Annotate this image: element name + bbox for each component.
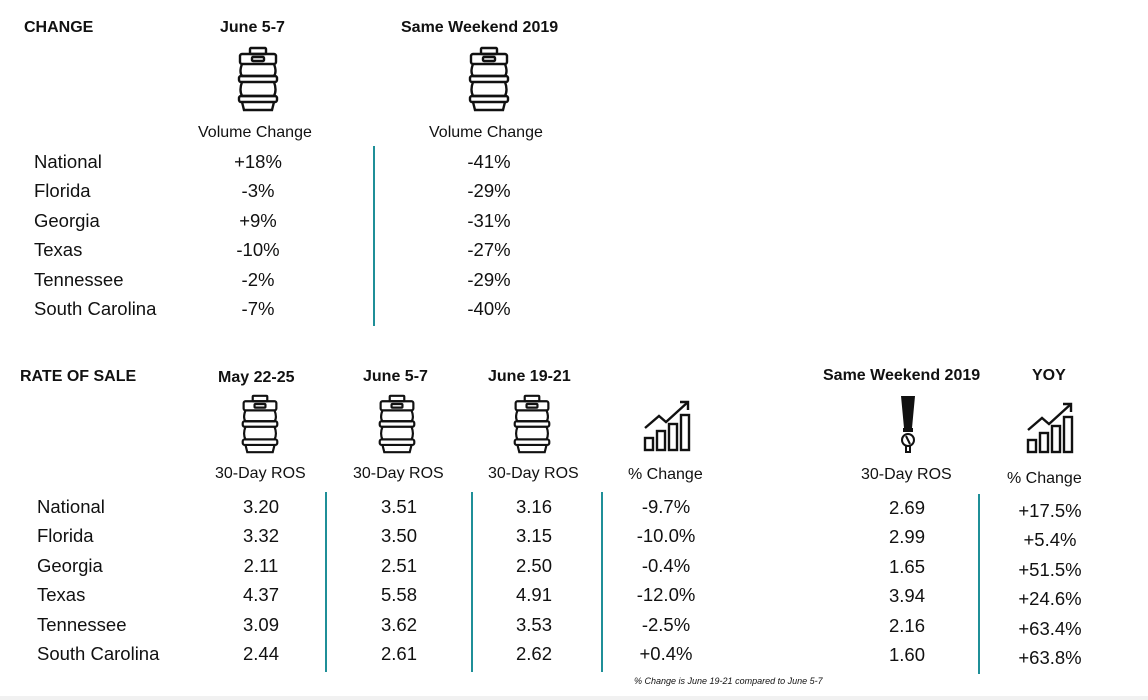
change-value-cell: -27% (467, 239, 511, 261)
ros-value-cell: 2.11 (243, 554, 279, 576)
ros-value-cell: +51.5% (1018, 558, 1082, 580)
keg-icon (378, 394, 416, 454)
change-value-cell: -29% (467, 268, 511, 290)
state-label: Texas (37, 584, 86, 606)
ros-value-cell: 1.65 (888, 555, 925, 577)
ros-section-title: RATE OF SALE (20, 368, 137, 385)
ros-value-cell: 3.51 (380, 496, 417, 517)
change-value-cell: -40% (467, 298, 511, 319)
ros-value-cell: 3.15 (515, 525, 552, 547)
ros-value-cell: 5.58 (380, 584, 417, 606)
ros-value-cell: 3.16 (515, 496, 552, 517)
state-label: Tennessee (37, 613, 127, 635)
ros-subheader-pct-change: % Change (628, 466, 703, 483)
ros-value-cell: 2.51 (380, 554, 417, 576)
ros-subheader-june-5-7: 30-Day ROS (353, 465, 444, 482)
ros-col-header-may-22-25: May 22-25 (218, 369, 295, 386)
ros-value-cell: +24.6% (1018, 588, 1082, 610)
ros-value-cell: -10.0% (636, 525, 696, 547)
state-label: National (37, 496, 105, 517)
column-divider (471, 492, 473, 672)
ros-value-cell: 2.99 (888, 526, 925, 548)
ros-value-cell: 3.94 (888, 585, 925, 607)
column-divider (601, 492, 603, 672)
change-value-cell: -31% (467, 209, 511, 231)
ros-value-cell: 4.91 (515, 584, 552, 606)
ros-value-cell: +5.4% (1023, 529, 1077, 551)
state-label: South Carolina (37, 643, 160, 664)
state-label: Tennessee (34, 268, 124, 290)
ros-value-cell: 3.62 (380, 613, 417, 635)
change-value-cell: +9% (239, 209, 277, 231)
change-value-cell: -3% (241, 180, 275, 202)
ros-value-cell: 2.44 (242, 643, 279, 664)
change-value-cell: -2% (241, 268, 275, 290)
state-label: National (34, 151, 102, 172)
change-col-header-same-weekend-2019: Same Weekend 2019 (401, 19, 559, 36)
ros-value-cell: 2.69 (888, 497, 925, 518)
change-value-cell: -7% (241, 298, 275, 319)
ros-value-cell: 3.32 (242, 525, 279, 547)
ros-value-cell: 3.50 (380, 525, 417, 547)
footnote: % Change is June 19-21 compared to June … (634, 676, 823, 686)
state-label: Florida (37, 525, 94, 547)
growth-chart-icon (1026, 402, 1074, 454)
ros-subheader-june-19-21: 30-Day ROS (488, 465, 579, 482)
state-label: Florida (34, 180, 91, 202)
ros-col-header-yoy: YOY (1032, 367, 1066, 384)
ros-value-cell: 2.50 (515, 554, 552, 576)
ros-subheader-yoy-pct-change: % Change (1007, 470, 1082, 487)
page-bottom-band (0, 696, 1148, 700)
ros-value-cell: 2.61 (380, 643, 417, 664)
ros-subheader-same-weekend-2019: 30-Day ROS (861, 466, 952, 483)
ros-value-cell: -2.5% (641, 613, 691, 635)
change-value-cell: +18% (234, 151, 282, 172)
growth-chart-icon (643, 400, 691, 452)
ros-col-header-same-weekend-2019: Same Weekend 2019 (823, 367, 981, 384)
ros-value-cell: 4.37 (242, 584, 279, 606)
ros-value-cell: -9.7% (641, 496, 691, 517)
change-section-title: CHANGE (24, 19, 94, 36)
ros-value-cell: 2.16 (888, 614, 925, 636)
keg-icon (513, 394, 551, 454)
keg-icon (241, 394, 279, 454)
keg-icon (237, 46, 279, 112)
ros-value-cell: 1.60 (888, 644, 925, 665)
ros-col-header-june-19-21: June 19-21 (488, 368, 571, 385)
state-label: South Carolina (34, 298, 157, 319)
change-value-cell: -41% (467, 151, 511, 172)
column-divider (978, 494, 980, 674)
change-value-cell: -10% (236, 239, 280, 261)
ros-value-cell: 2.62 (515, 643, 552, 664)
ros-value-cell: +63.8% (1018, 647, 1082, 668)
change-col-header-june-5-7: June 5-7 (220, 19, 285, 36)
ros-value-cell: -0.4% (641, 554, 691, 576)
ros-value-cell: +63.4% (1018, 617, 1082, 639)
ros-value-cell: 3.09 (242, 613, 279, 635)
ros-value-cell: 3.53 (515, 613, 552, 635)
ros-col-header-june-5-7: June 5-7 (363, 368, 428, 385)
column-divider (373, 146, 375, 326)
keg-icon (468, 46, 510, 112)
beer-tap-icon (901, 396, 915, 453)
ros-value-cell: -12.0% (636, 584, 696, 606)
change-subheader-volume-change: Volume Change (198, 124, 312, 141)
ros-value-cell: +0.4% (639, 643, 693, 664)
change-value-cell: -29% (467, 180, 511, 202)
state-label: Georgia (34, 209, 100, 231)
state-label: Texas (34, 239, 83, 261)
state-label: Georgia (37, 554, 103, 576)
change-subheader-volume-change-2019: Volume Change (429, 124, 543, 141)
ros-value-cell: +17.5% (1018, 500, 1082, 521)
ros-value-cell: 3.20 (242, 496, 279, 517)
column-divider (325, 492, 327, 672)
ros-subheader-may-22-25: 30-Day ROS (215, 465, 306, 482)
